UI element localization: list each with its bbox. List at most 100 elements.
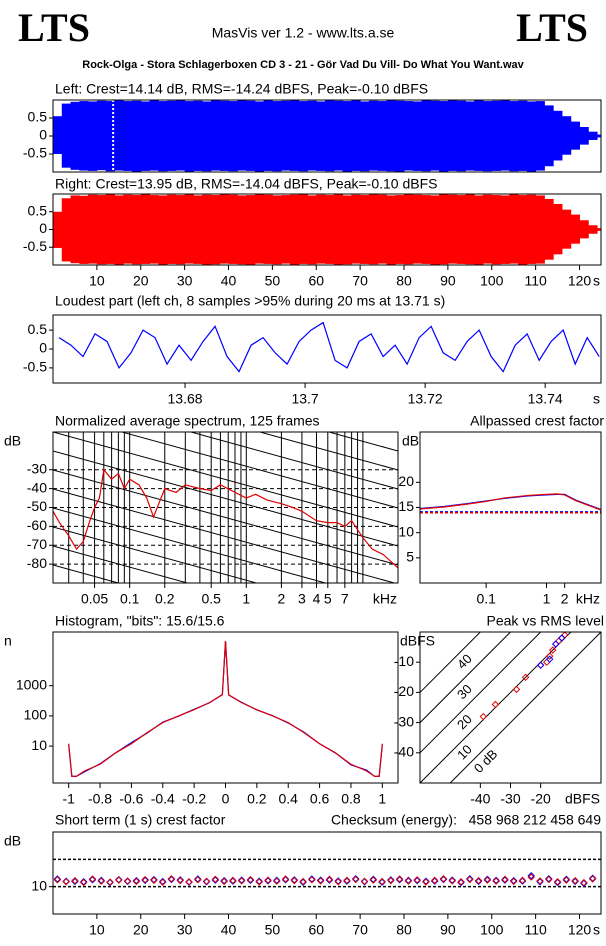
data-point <box>404 876 413 885</box>
x-tick-label: 1 <box>242 591 250 607</box>
y-tick-label: 5 <box>406 549 414 565</box>
y-axis-label: dB <box>4 833 21 849</box>
waveform-envelope <box>500 100 510 171</box>
data-point <box>422 877 430 885</box>
plot-frame <box>52 831 602 915</box>
data-point <box>558 634 566 642</box>
x-tick-label: 110 <box>524 922 547 938</box>
data-point <box>290 876 299 884</box>
data-point <box>457 878 465 886</box>
y-tick-label: 0 <box>39 220 47 236</box>
waveform-envelope <box>597 228 601 231</box>
x-tick-label: -20 <box>531 791 551 807</box>
crest-line <box>420 632 512 723</box>
x-axis-unit: s <box>593 273 600 289</box>
waveform-envelope <box>491 100 502 171</box>
waveform-envelope <box>544 198 554 260</box>
data-point <box>202 877 211 885</box>
data-point <box>194 875 202 883</box>
waveform-envelope <box>246 195 256 265</box>
waveform-envelope <box>228 101 238 172</box>
y-tick-label: -40 <box>394 744 414 760</box>
x-tick-label: 7 <box>341 591 349 607</box>
x-tick-label: 60 <box>308 273 324 289</box>
data-line <box>68 641 383 777</box>
data-point <box>316 876 325 884</box>
crest-line <box>420 632 572 783</box>
data-point <box>88 875 97 883</box>
waveform-envelope <box>553 203 563 255</box>
waveform-envelope <box>79 195 89 264</box>
x-tick-label: 60 <box>308 922 324 938</box>
chart-title: Allpassed crest factor <box>470 413 604 429</box>
data-point <box>97 877 105 885</box>
data-point <box>549 646 557 654</box>
y-tick-label: 20 <box>398 473 414 489</box>
data-point <box>53 876 62 884</box>
waveform-envelope <box>88 194 98 264</box>
x-tick-label: 0.4 <box>278 791 298 807</box>
slope-line <box>53 526 259 583</box>
waveform-envelope <box>465 194 475 265</box>
x-tick-label: 80 <box>396 273 412 289</box>
waveform-envelope <box>219 100 230 171</box>
waveform-envelope <box>70 101 80 170</box>
x-tick-label: 0.2 <box>155 591 175 607</box>
data-point <box>132 877 141 886</box>
plot-area <box>58 321 600 373</box>
waveform-envelope <box>61 198 72 262</box>
data-point <box>378 878 386 887</box>
data-point <box>290 876 299 885</box>
data-point <box>546 655 554 663</box>
y-axis-label: dB <box>402 433 419 449</box>
data-point <box>185 878 193 886</box>
slope-line <box>327 432 398 452</box>
waveform-envelope <box>535 101 545 171</box>
data-point <box>474 876 483 885</box>
x-tick-label: 13.74 <box>528 391 563 407</box>
y-axis-label: dBFS <box>400 633 435 649</box>
plot-frame <box>52 314 602 384</box>
waveform-envelope <box>553 110 563 161</box>
waveform-envelope <box>140 194 151 264</box>
plot-area <box>420 493 601 514</box>
y-tick-label: 100 <box>24 707 48 723</box>
data-point <box>483 876 492 884</box>
data-point <box>483 875 492 883</box>
plot-frame <box>52 193 602 266</box>
logo-right: LTS <box>516 5 588 50</box>
waveform-envelope <box>588 225 598 234</box>
waveform-envelope <box>53 211 63 248</box>
waveform-envelope <box>474 100 484 171</box>
waveform-envelope <box>342 101 352 172</box>
x-tick-label: 0.8 <box>341 791 361 807</box>
data-point <box>273 877 281 885</box>
waveform-envelope <box>167 194 177 264</box>
waveform-envelope <box>518 100 528 171</box>
waveform-envelope <box>263 194 273 264</box>
x-tick-label: 80 <box>396 922 412 938</box>
x-tick-label: 0.2 <box>247 791 267 807</box>
data-point <box>343 876 351 885</box>
x-tick-label: 10 <box>89 922 105 938</box>
waveform-envelope <box>588 131 598 140</box>
data-point <box>553 878 562 887</box>
x-tick-label: 20 <box>133 922 149 938</box>
crest-line <box>420 632 482 693</box>
x-tick-label: 30 <box>177 273 193 289</box>
waveform-envelope <box>561 116 572 155</box>
waveform-envelope <box>210 100 221 171</box>
waveform-envelope <box>421 100 431 172</box>
plot-area <box>53 194 601 265</box>
x-axis-unit: dBFS <box>565 791 600 807</box>
x-tick-label: 70 <box>352 922 368 938</box>
waveform-envelope <box>368 194 379 265</box>
data-line <box>53 468 398 569</box>
y-tick-label: -0.5 <box>23 145 47 161</box>
waveform-envelope <box>482 194 493 264</box>
plot-frame <box>52 99 602 173</box>
x-tick-label: 120 <box>568 922 592 938</box>
data-point <box>369 875 377 883</box>
x-axis-unit: s <box>593 922 600 938</box>
data-point <box>431 876 439 885</box>
